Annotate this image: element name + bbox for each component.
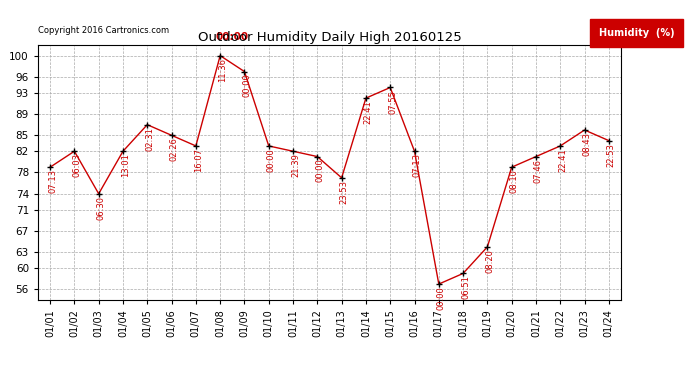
Text: 00:00: 00:00 xyxy=(315,159,324,183)
Text: 00:00: 00:00 xyxy=(437,286,446,310)
Text: 02:26: 02:26 xyxy=(170,138,179,161)
Text: 23:53: 23:53 xyxy=(339,180,348,204)
Text: 06:03: 06:03 xyxy=(72,153,81,177)
Text: Humidity  (%): Humidity (%) xyxy=(599,28,674,38)
Text: 16:07: 16:07 xyxy=(194,148,203,172)
Text: 21:39: 21:39 xyxy=(291,153,300,177)
Text: 22:53: 22:53 xyxy=(607,143,615,166)
Text: 07:13: 07:13 xyxy=(48,170,57,194)
Text: 06:30: 06:30 xyxy=(97,196,106,220)
Text: 13:01: 13:01 xyxy=(121,153,130,177)
Text: 08:10: 08:10 xyxy=(510,170,519,193)
Title: Outdoor Humidity Daily High 20160125: Outdoor Humidity Daily High 20160125 xyxy=(197,31,462,44)
Text: 08:20: 08:20 xyxy=(485,249,494,273)
Text: 00:00: 00:00 xyxy=(216,32,249,42)
Text: 07:55: 07:55 xyxy=(388,90,397,114)
Text: 00:00: 00:00 xyxy=(266,148,276,172)
Text: 22:41: 22:41 xyxy=(558,148,567,172)
Text: 11:36: 11:36 xyxy=(218,58,227,82)
Text: 02:31: 02:31 xyxy=(145,127,154,151)
Text: 06:51: 06:51 xyxy=(461,276,470,299)
Text: 07:13: 07:13 xyxy=(413,153,422,177)
Text: Copyright 2016 Cartronics.com: Copyright 2016 Cartronics.com xyxy=(38,26,169,35)
Text: 07:46: 07:46 xyxy=(534,159,543,183)
Text: 08:43: 08:43 xyxy=(582,132,591,156)
Text: 00:00: 00:00 xyxy=(242,74,251,98)
Text: 22:41: 22:41 xyxy=(364,100,373,124)
